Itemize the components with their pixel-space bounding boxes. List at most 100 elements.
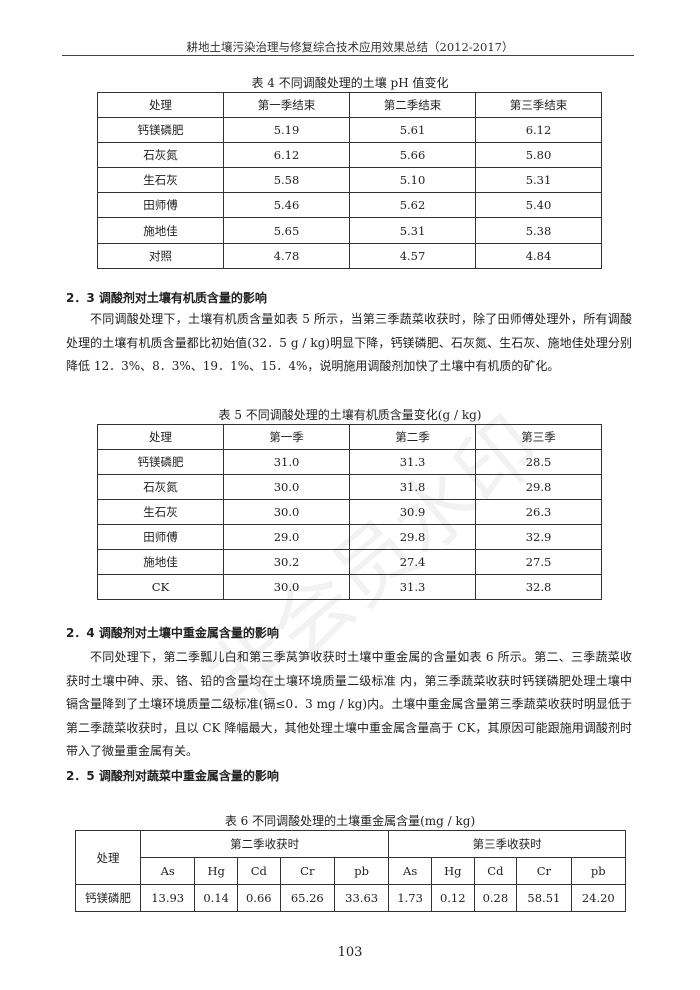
table6-group-header: 第二季收获时: [139, 830, 390, 858]
table-cell: 30.0: [223, 574, 350, 600]
table-cell: 生石灰: [97, 167, 224, 194]
running-header: 耕地土壤污染治理与修复综合技术应用效果总结（2012-2017）: [186, 40, 514, 54]
table-cell: 5.31: [349, 217, 476, 244]
table-cell: 钙镁磷肥: [97, 449, 224, 475]
section-2-3-heading: 2．3 调酸剂对土壤有机质含量的影响: [66, 291, 267, 305]
section-2-3-paragraph: 不同调酸处理下，土壤有机质含量如表 5 所示，当第三季蔬菜收获时，除了田师傅处理…: [66, 312, 632, 374]
table-cell: 4.57: [349, 242, 476, 269]
table-cell: 田师傅: [97, 524, 224, 550]
table4-caption: 表 4 不同调酸处理的土壤 pH 值变化: [251, 76, 449, 90]
table-cell: 施地佳: [97, 217, 224, 244]
table-cell: 0.12: [430, 884, 475, 912]
table4-ph: 处理 第一季结束 第二季结束 第三季结束 钙镁磷肥 5.19 5.61 6.12 石灰氮 6.12…: [97, 91, 602, 269]
table-cell: 13.93: [139, 884, 196, 912]
table-cell: 施地佳: [97, 549, 224, 575]
section-2-4-paragraph: 不同处理下，第二季瓢儿白和第三季莴笋收获时土壤中重金属的含量如表 6 所示。第二…: [66, 650, 632, 759]
table-cell: 钙镁磷肥: [97, 117, 224, 144]
table-cell: 0.66: [236, 884, 281, 912]
table-cell: 30.9: [349, 499, 476, 525]
element-header: Cd: [236, 857, 281, 885]
table6-row-header: 处理: [75, 830, 141, 885]
element-header: Cr: [516, 857, 572, 885]
section-2-5-heading: 2．5 调酸剂对蔬菜中重金属含量的影响: [66, 769, 279, 783]
table-cell: 5.10: [349, 167, 476, 194]
table6-subheader-row: As Hg Cd Cr pb As Hg Cd Cr pb: [76, 857, 627, 885]
element-header: As: [388, 857, 432, 885]
table-cell: 30.0: [223, 474, 350, 500]
element-header: Hg: [430, 857, 475, 885]
column-header: 第一季: [223, 424, 350, 450]
table-cell: 65.26: [279, 884, 335, 912]
table-row: 田师傅 29.0 29.8 32.9: [97, 524, 602, 550]
table5-organic-matter: 处理 第一季 第二季 第三季 钙镁磷肥 31.0 31.3 28.5 石灰氮 30.0 31.8 29…: [97, 424, 602, 600]
table5-caption: 表 5 不同调酸处理的土壤有机质含量变化(g / kg): [218, 408, 482, 422]
table-header-row: 处理 第一季结束 第二季结束 第三季结束: [97, 91, 602, 119]
table-cell: 30.0: [223, 499, 350, 525]
table-cell: 5.40: [475, 192, 602, 219]
table-cell: 生石灰: [97, 499, 224, 525]
table-row: 对照 4.78 4.57 4.84: [97, 242, 602, 269]
column-header: 第二季结束: [349, 91, 476, 119]
table-cell: 4.78: [223, 242, 350, 269]
table-cell: 5.38: [475, 217, 602, 244]
table-cell: 田师傅: [97, 192, 224, 219]
table-cell: 4.84: [475, 242, 602, 269]
table-cell: 33.63: [333, 884, 390, 912]
table6-heavy-metals: 处理 第二季收获时 第三季收获时 As Hg Cd Cr pb As Hg Cd Cr pb 钙镁…: [75, 830, 627, 912]
table-cell: 石灰氮: [97, 142, 224, 169]
table-row: 钙镁磷肥 5.19 5.61 6.12: [97, 117, 602, 144]
table6-group-header: 第三季收获时: [388, 830, 626, 858]
table-cell: 6.12: [223, 142, 350, 169]
table-cell: 5.66: [349, 142, 476, 169]
column-header: 处理: [97, 424, 224, 450]
table-cell: 28.5: [475, 449, 602, 475]
table-cell: 31.0: [223, 449, 350, 475]
table-row: 生石灰 5.58 5.10 5.31: [97, 167, 602, 194]
table-cell: 钙镁磷肥: [75, 884, 141, 912]
table-cell: 5.46: [223, 192, 350, 219]
table-cell: 31.8: [349, 474, 476, 500]
table-cell: 29.8: [475, 474, 602, 500]
column-header: 第三季结束: [475, 91, 602, 119]
table-header-row: 处理 第一季 第二季 第三季: [97, 424, 602, 450]
page-number: 103: [337, 945, 363, 960]
column-header: 第三季: [475, 424, 602, 450]
table-cell: 32.8: [475, 574, 602, 600]
table-row: CK 30.0 31.3 32.8: [97, 574, 602, 600]
table-row: 施地佳 5.65 5.31 5.38: [97, 217, 602, 244]
table-row: 田师傅 5.46 5.62 5.40: [97, 192, 602, 219]
table-cell: 6.12: [475, 117, 602, 144]
element-header: Cd: [473, 857, 518, 885]
table-cell: 0.14: [194, 884, 238, 912]
column-header: 处理: [97, 91, 224, 119]
table-cell: 5.58: [223, 167, 350, 194]
section-2-4-heading: 2．4 调酸剂对土壤中重金属含量的影响: [66, 626, 279, 640]
element-header: pb: [333, 857, 390, 885]
table-cell: 石灰氮: [97, 474, 224, 500]
table-cell: 31.3: [349, 574, 476, 600]
table-cell: 5.19: [223, 117, 350, 144]
element-header: pb: [570, 857, 627, 885]
table-cell: 24.20: [570, 884, 627, 912]
table-cell: CK: [97, 574, 224, 600]
table-cell: 0.28: [473, 884, 518, 912]
table-cell: 1.73: [388, 884, 432, 912]
header-divider: [62, 55, 634, 56]
table-cell: 5.61: [349, 117, 476, 144]
table-cell: 5.80: [475, 142, 602, 169]
table-cell: 32.9: [475, 524, 602, 550]
table-cell: 27.5: [475, 549, 602, 575]
table-row: 石灰氮 30.0 31.8 29.8: [97, 474, 602, 500]
table-cell: 58.51: [516, 884, 572, 912]
table-cell: 对照: [97, 242, 224, 269]
element-header: Cr: [279, 857, 335, 885]
table-cell: 5.62: [349, 192, 476, 219]
table-row: 石灰氮 6.12 5.66 5.80: [97, 142, 602, 169]
element-header: Hg: [194, 857, 238, 885]
table-cell: 5.65: [223, 217, 350, 244]
table-cell: 26.3: [475, 499, 602, 525]
element-header: As: [139, 857, 196, 885]
table-row: 钙镁磷肥 13.93 0.14 0.66 65.26 33.63 1.73 0.12 0.28 5…: [75, 884, 627, 912]
table-row: 施地佳 30.2 27.4 27.5: [97, 549, 602, 575]
table-row: 生石灰 30.0 30.9 26.3: [97, 499, 602, 525]
